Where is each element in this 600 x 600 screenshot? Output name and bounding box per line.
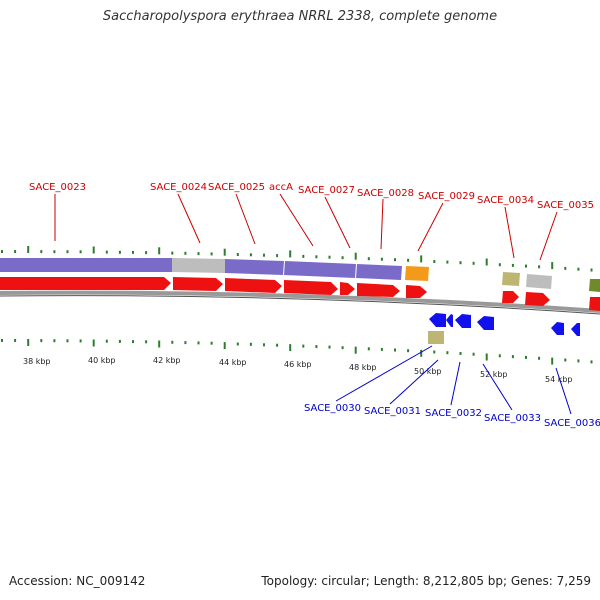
leader-line — [324, 196, 351, 249]
gene-label-forward[interactable]: SACE_0024 — [150, 182, 207, 193]
cds-reverse-5[interactable] — [551, 322, 564, 335]
leader-line — [389, 359, 439, 405]
scale-label: 48 kbp — [349, 363, 377, 372]
gene-label-reverse[interactable]: SACE_0031 — [364, 406, 421, 417]
gene-label-forward[interactable]: SACE_0028 — [357, 188, 414, 199]
leader-line — [450, 361, 461, 406]
feature-track — [0, 258, 600, 344]
feature-olive-1[interactable] — [589, 279, 600, 292]
cds-forward-9[interactable] — [525, 292, 550, 306]
cds-reverse-6[interactable] — [571, 323, 580, 336]
cds-forward-10[interactable] — [589, 297, 600, 311]
backbone-line — [0, 290, 600, 313]
accession-text: Accession: NC_009142 — [9, 574, 146, 588]
scale-label: 46 kbp — [284, 360, 312, 369]
upper-tick-row — [1, 246, 593, 272]
leader-line — [335, 345, 433, 402]
lower-tick-row — [1, 339, 593, 365]
scale-label: 40 kbp — [88, 356, 116, 365]
scale-label: 52 kbp — [480, 370, 508, 379]
gene-label-forward[interactable]: SACE_0025 — [208, 182, 265, 193]
feature-orange-1[interactable] — [405, 266, 429, 281]
leader-line — [482, 363, 513, 411]
scale-label: 44 kbp — [219, 358, 247, 367]
feature-gray-1[interactable] — [172, 258, 225, 273]
leader-line — [177, 193, 201, 244]
leader-line — [504, 206, 515, 259]
gene-label-forward[interactable]: SACE_0034 — [477, 195, 534, 206]
cds-reverse-3[interactable] — [455, 314, 471, 328]
leader-line — [539, 211, 558, 261]
backbone-shadow — [0, 295, 600, 315]
feature-khaki-2[interactable] — [428, 331, 444, 344]
feature-purple-1[interactable] — [0, 258, 172, 272]
scale-label: 38 kbp — [23, 357, 51, 366]
cds-reverse-1[interactable] — [429, 313, 446, 327]
map-title: Saccharopolyspora erythraea NRRL 2338, c… — [102, 9, 498, 24]
leader-line — [279, 193, 314, 247]
leader-line — [235, 193, 256, 245]
feature-khaki-1[interactable] — [502, 272, 520, 286]
forward-gene-labels: SACE_0023 SACE_0024 SACE_0025 accA SACE_… — [29, 182, 594, 261]
gene-label-forward[interactable]: SACE_0029 — [418, 191, 475, 202]
leader-line — [380, 198, 384, 250]
gene-label-forward[interactable]: SACE_0035 — [537, 200, 594, 211]
feature-gray-2[interactable] — [526, 274, 552, 289]
reverse-gene-labels: SACE_0030 SACE_0031 SACE_0032 SACE_0033 … — [304, 345, 600, 429]
gene-label-reverse[interactable]: SACE_0032 — [425, 408, 482, 419]
cds-reverse-4[interactable] — [477, 316, 494, 330]
cds-forward-1[interactable] — [0, 277, 171, 290]
reverse-cds-track — [429, 313, 580, 336]
leader-line — [555, 367, 572, 415]
feature-purple-4[interactable] — [356, 264, 402, 280]
cds-forward-6[interactable] — [357, 283, 400, 297]
cds-forward-5[interactable] — [340, 282, 355, 295]
leader-line — [417, 202, 444, 252]
genome-summary-text: Topology: circular; Length: 8,212,805 bp… — [261, 574, 591, 588]
cds-forward-7[interactable] — [406, 285, 427, 298]
cds-forward-8[interactable] — [502, 291, 519, 303]
gene-label-forward[interactable]: SACE_0027 — [298, 185, 355, 196]
scale-label: 54 kbp — [545, 375, 573, 384]
scale-label: 50 kbp — [414, 367, 442, 376]
cds-forward-3[interactable] — [225, 278, 282, 293]
gene-label-reverse[interactable]: SACE_0036 — [544, 418, 600, 429]
feature-purple-3[interactable] — [284, 261, 356, 278]
forward-cds-track — [0, 277, 600, 311]
cds-forward-4[interactable] — [284, 280, 338, 295]
gene-label-reverse[interactable]: SACE_0030 — [304, 403, 361, 414]
scale-label: 42 kbp — [153, 356, 181, 365]
scale-labels: 38 kbp 40 kbp 42 kbp 44 kbp 46 kbp 48 kb… — [23, 356, 573, 384]
cds-reverse-2[interactable] — [446, 314, 453, 327]
cds-forward-2[interactable] — [173, 277, 223, 291]
gene-label-forward[interactable]: SACE_0023 — [29, 182, 86, 193]
gene-label-reverse[interactable]: SACE_0033 — [484, 413, 541, 424]
gene-label-forward[interactable]: accA — [269, 182, 293, 193]
feature-purple-2[interactable] — [225, 259, 284, 275]
